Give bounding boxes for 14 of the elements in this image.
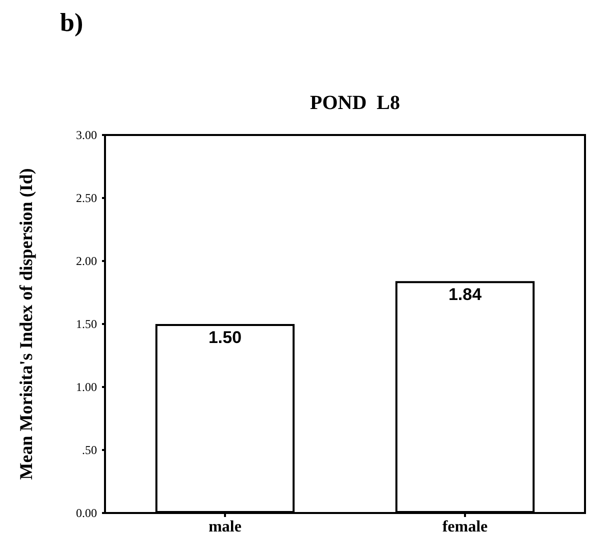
- y-tick-label: 3.00: [76, 128, 97, 142]
- y-tick-label: .50: [82, 443, 97, 457]
- data-label: 1.84: [448, 285, 482, 304]
- x-tick-label: male: [208, 518, 242, 536]
- data-label: 1.50: [208, 328, 242, 347]
- y-tick-label: 1.50: [76, 317, 97, 331]
- y-tick-label: 1.00: [76, 380, 97, 394]
- y-tick-label: 2.50: [76, 191, 97, 205]
- y-tick-label: 0.00: [76, 506, 97, 520]
- chart-title: POND L8: [310, 92, 400, 114]
- y-tick-label: 2.00: [76, 254, 97, 268]
- x-tick-label: female: [442, 518, 488, 536]
- y-axis-title: Mean Morisita's Index of dispersion (Id): [16, 168, 36, 480]
- text: b): [60, 8, 84, 38]
